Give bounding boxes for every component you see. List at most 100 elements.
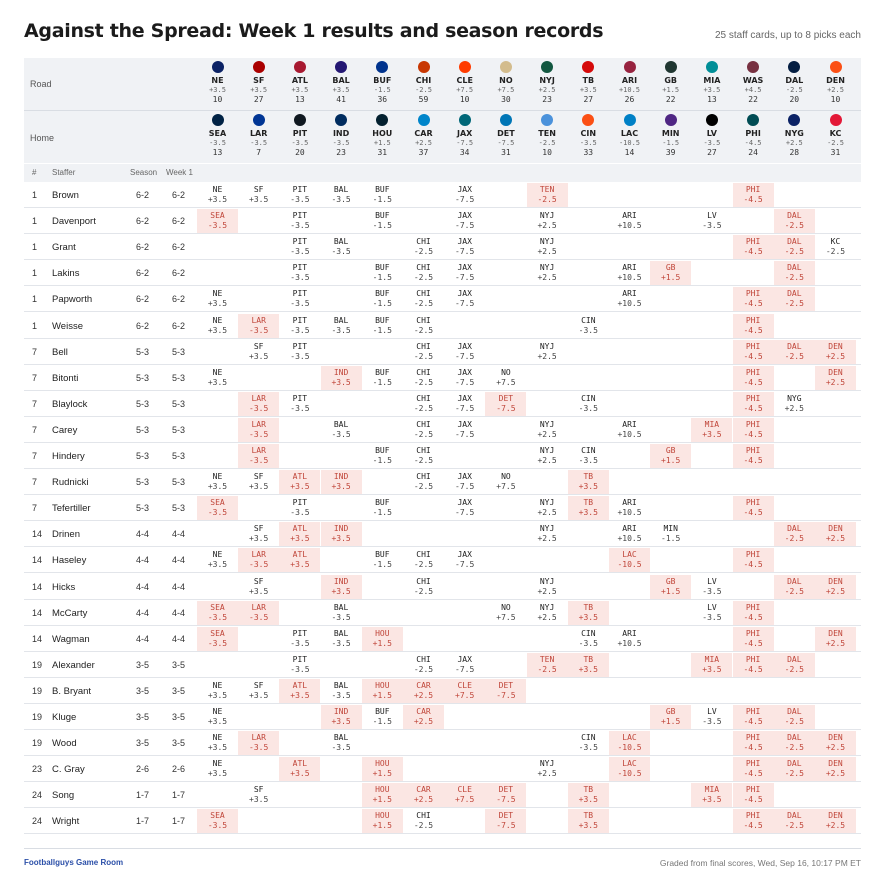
- pick-team: DEN: [828, 341, 843, 351]
- rank: 23: [32, 764, 43, 775]
- pick-team: SF: [253, 576, 264, 586]
- pick-spread: +3.5: [207, 769, 228, 779]
- season-record: 6-2: [136, 268, 150, 279]
- pick-spread: +10.5: [617, 638, 642, 648]
- pick-spread: -7.5: [455, 221, 475, 231]
- road-team-score: 13: [295, 95, 305, 104]
- road-team-spread: -2.5: [415, 86, 432, 94]
- pick-team: GB: [665, 263, 676, 273]
- pick-spread: -7.5: [455, 664, 475, 674]
- pick-team: IND: [333, 524, 349, 534]
- pick-spread: -3.5: [578, 456, 598, 465]
- pick-spread: -4.5: [743, 351, 763, 361]
- pick-spread: -3.5: [331, 195, 351, 204]
- pick-spread: -7.5: [455, 351, 475, 361]
- pick-spread: -3.5: [249, 456, 269, 465]
- home-team-spread: -7.5: [456, 139, 474, 147]
- road-team-spread: +3.5: [332, 86, 350, 94]
- road-team-score: 10: [212, 95, 223, 104]
- pick-spread: +3.5: [249, 795, 269, 805]
- pick-spread: +2.5: [537, 612, 557, 622]
- pick-team: DAL: [787, 211, 802, 221]
- pick-cell-win: PIT -3.5: [279, 392, 320, 416]
- staffer-name: Brown: [52, 190, 79, 201]
- pick-team: DET: [498, 785, 514, 795]
- home-team-spread: +2.5: [785, 139, 803, 147]
- brand-link[interactable]: Footballguys Game Room: [24, 858, 124, 867]
- home-team-spread: -7.5: [497, 139, 515, 147]
- pick-team: BAL: [333, 237, 349, 247]
- pick-cell-loss: DAL -2.5: [773, 705, 815, 729]
- pick-cell-win: CIN -3.5: [568, 392, 609, 416]
- pick-team: CHI: [416, 289, 431, 299]
- pick-cell-loss: PHI -4.5: [732, 731, 774, 756]
- season-header: Season: [130, 168, 158, 177]
- week-header: Week 1: [166, 168, 193, 177]
- pick-spread: -2.5: [413, 482, 434, 492]
- pick-team: ARI: [622, 263, 637, 273]
- pick-spread: -2.5: [784, 247, 804, 257]
- pick-spread: -3.5: [702, 612, 722, 622]
- pick-spread: -3.5: [578, 743, 598, 753]
- pick-cell-win: NO +7.5: [485, 470, 526, 494]
- table-row: 14 Hicks 4-4 4-4 SF +3.5 IND +3.5 CHI -2.5 NYJ +2.5…: [24, 574, 861, 600]
- pick-cell-win: BUF -1.5: [362, 444, 403, 468]
- pick-team: PIT: [292, 498, 308, 508]
- pick-spread: -3.5: [331, 429, 351, 439]
- home-team-phi: PHI -4.5 24: [733, 114, 774, 158]
- pick-spread: -2.5: [784, 221, 804, 231]
- tb-logo-icon: [582, 61, 595, 73]
- pick-team: LAR: [251, 733, 266, 743]
- pick-spread: -4.5: [743, 821, 763, 831]
- pick-cell-win: JAX -7.5: [444, 287, 485, 311]
- pick-team: IND: [333, 576, 349, 586]
- pick-cell-win: JAX -7.5: [444, 548, 485, 572]
- pick-spread: -4.5: [743, 795, 763, 805]
- pick-team: MIA: [704, 654, 720, 664]
- road-team-abbr: NE: [211, 76, 224, 85]
- home-team-min: MIN -1.5 39: [650, 114, 691, 158]
- pick-spread: -3.5: [290, 351, 310, 361]
- pick-cell-loss: TEN -2.5: [526, 183, 568, 207]
- home-team-score: 33: [583, 148, 594, 157]
- sf-logo-icon: [252, 61, 265, 73]
- pick-cell-loss: TB +3.5: [567, 470, 609, 495]
- pick-spread: +2.5: [784, 403, 804, 413]
- pick-team: NYJ: [539, 498, 555, 508]
- pick-spread: +3.5: [249, 534, 269, 544]
- staffer-name: Song: [52, 790, 75, 802]
- pick-cell-win: NE +3.5: [197, 757, 238, 781]
- pick-team: LAR: [251, 315, 266, 325]
- pick-team: CIN: [581, 315, 596, 325]
- season-record: 5-3: [136, 503, 150, 514]
- pick-team: DEN: [828, 811, 843, 821]
- pick-team: NE: [212, 707, 223, 716]
- pick-spread: +10.5: [617, 534, 642, 544]
- pick-team: SEA: [210, 811, 225, 821]
- season-record: 3-5: [136, 659, 150, 670]
- pick-spread: +2.5: [825, 769, 846, 779]
- staffer-name: C. Gray: [52, 764, 85, 776]
- pick-spread: +3.5: [207, 325, 228, 335]
- pick-spread: -3.5: [331, 690, 351, 700]
- pit-logo-icon: [293, 114, 306, 126]
- staffer-name: Alexander: [52, 659, 95, 671]
- cin-logo-icon: [582, 114, 595, 126]
- pick-team: PHI: [745, 811, 761, 821]
- pick-cell-loss: DET -7.5: [485, 783, 527, 808]
- pick-team: LAR: [251, 393, 266, 403]
- road-team-gb: GB +1.5 22: [650, 61, 691, 105]
- pick-team: GB: [665, 707, 676, 716]
- road-team-abbr: CLE: [456, 76, 473, 85]
- road-team-tb: TB +3.5 27: [568, 61, 609, 105]
- pick-team: LAC: [622, 759, 637, 769]
- pick-spread: +3.5: [249, 586, 269, 596]
- home-team-abbr: LAR: [249, 129, 268, 138]
- pick-cell-loss: LAR -3.5: [238, 313, 280, 338]
- pick-spread: +2.5: [537, 456, 557, 465]
- table-row: 1 Brown 6-2 6-2 NE +3.5 SF +3.5 PIT -3.5 BAL -3.5 BU…: [24, 182, 861, 208]
- pick-team: DET: [498, 811, 514, 821]
- pick-team: JAX: [457, 419, 472, 429]
- pick-team: NYJ: [539, 759, 555, 769]
- pick-spread: -10.5: [617, 560, 642, 570]
